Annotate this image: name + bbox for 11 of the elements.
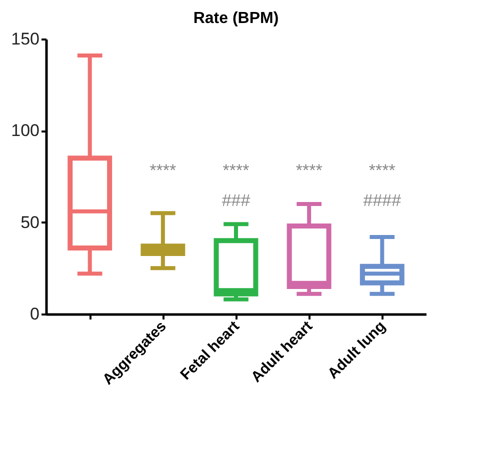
annotation: ####: [363, 191, 402, 210]
annotation: ****: [296, 161, 323, 180]
y-tick-label: 100: [11, 121, 40, 140]
y-tick-label: 0: [30, 304, 40, 324]
annotation: ****: [150, 161, 177, 180]
annotation: ###: [222, 191, 251, 210]
y-tick-label: 50: [20, 212, 40, 232]
chart-title: Rate (BPM): [193, 10, 279, 27]
y-tick-label: 150: [11, 30, 40, 48]
annotation: ****: [368, 161, 396, 180]
annotation: ****: [222, 161, 250, 180]
